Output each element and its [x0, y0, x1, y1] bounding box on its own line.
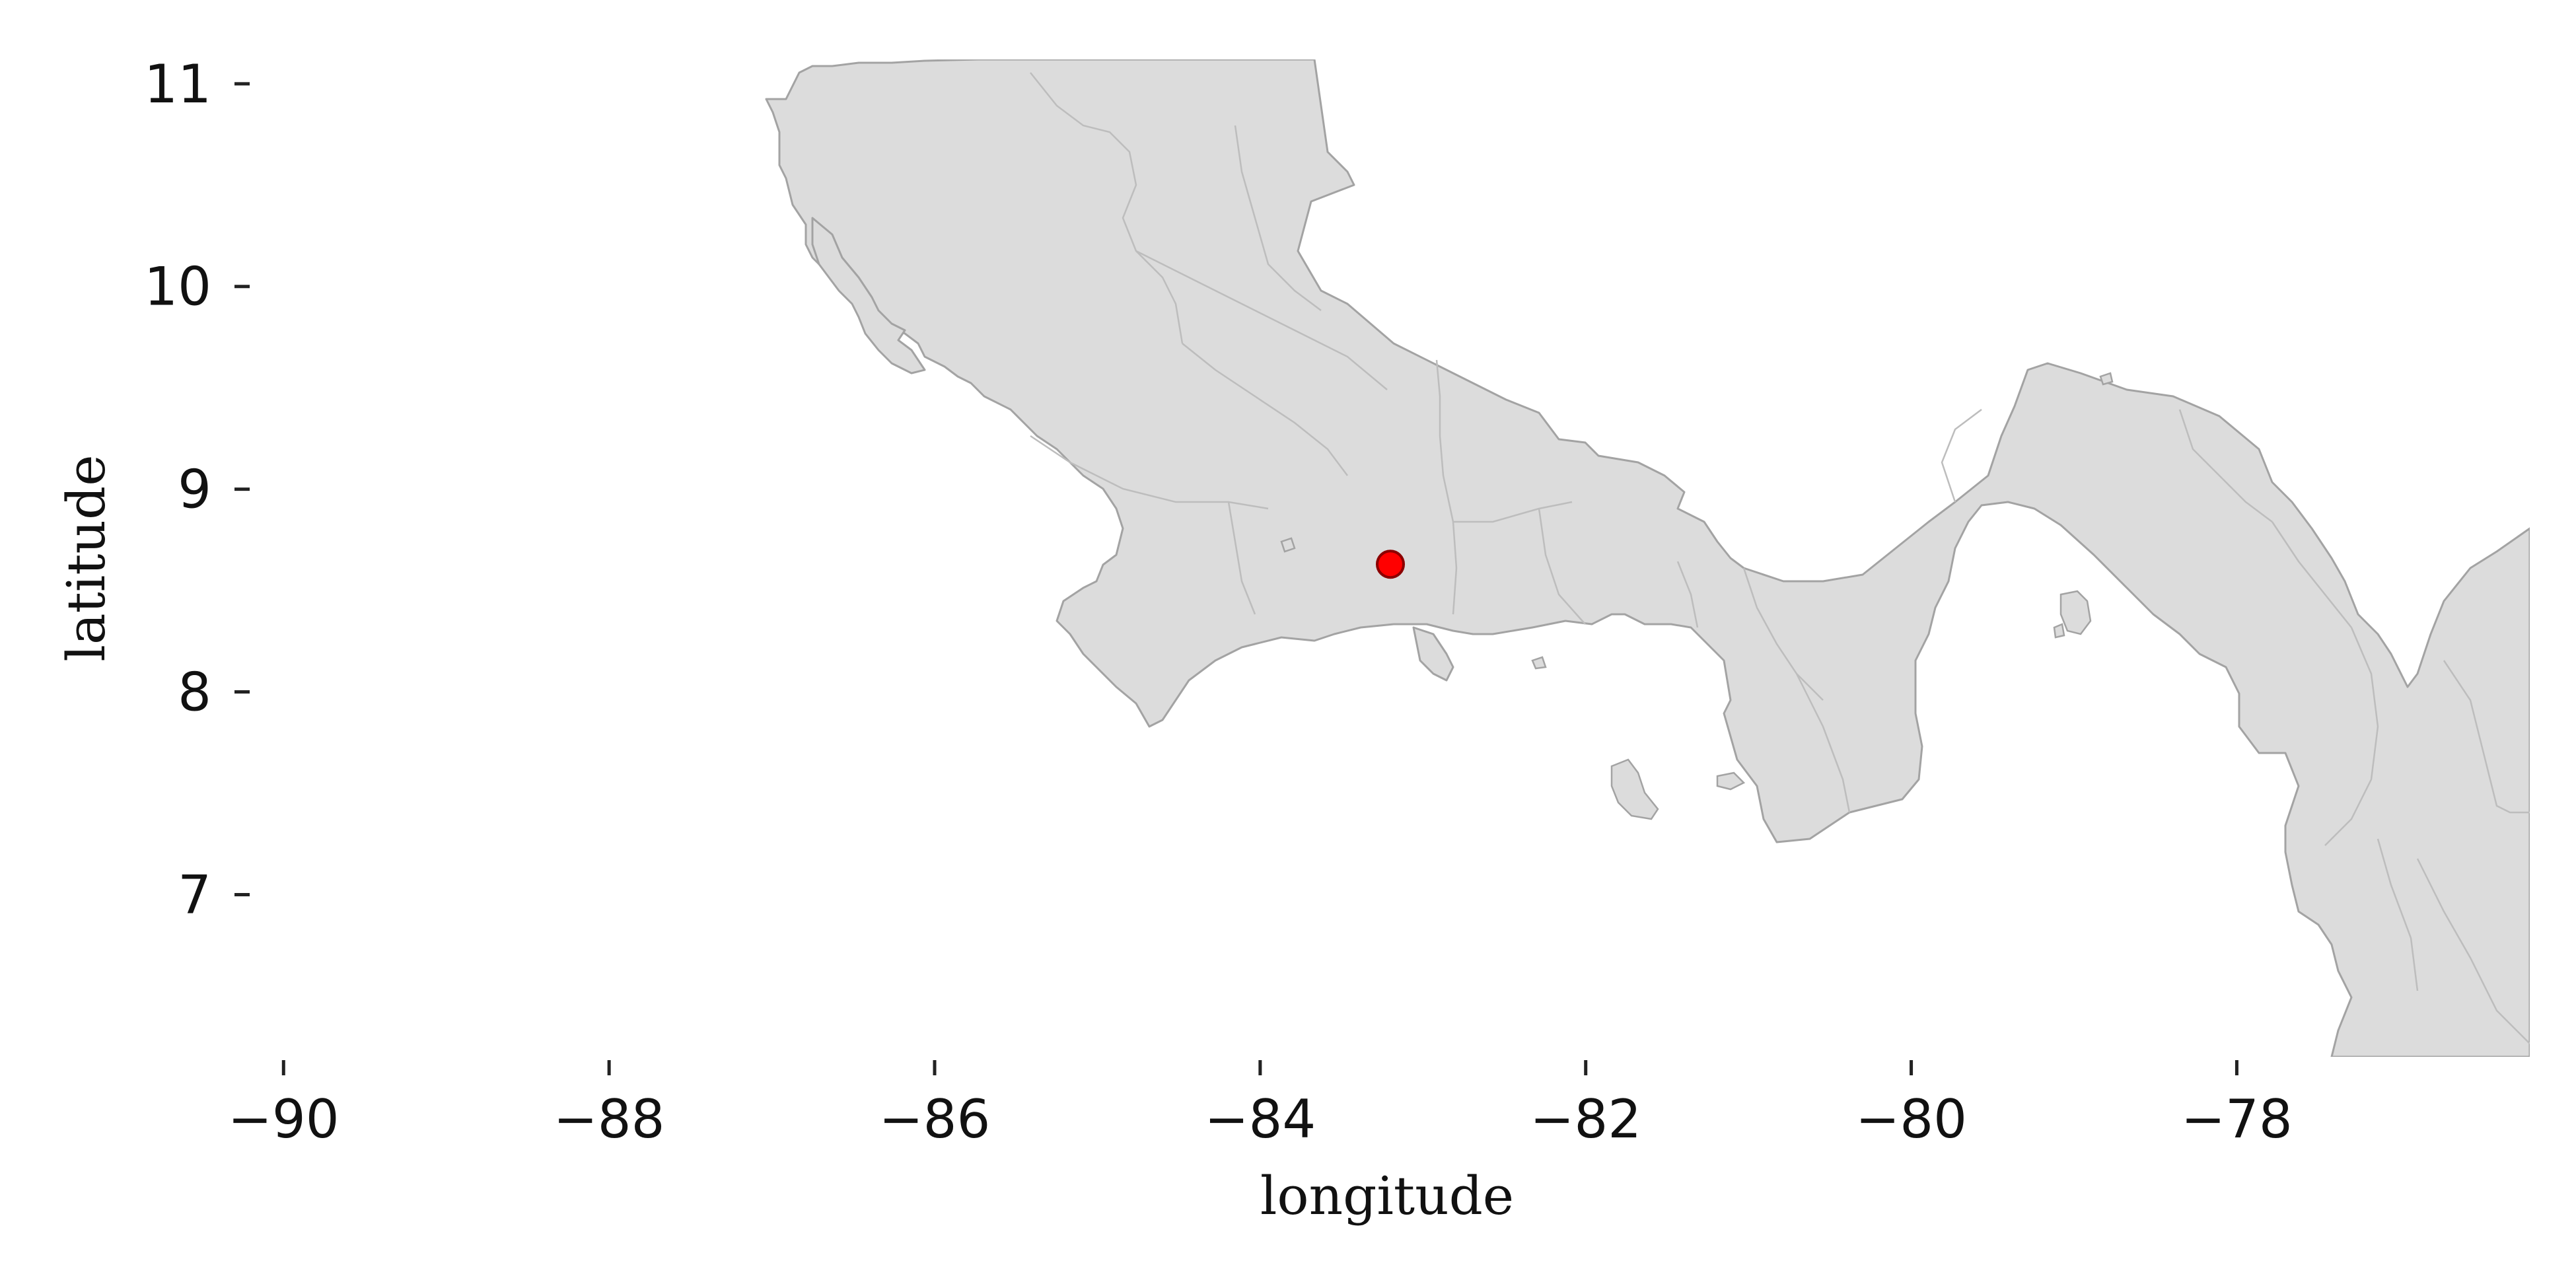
y-axis-title: latitude: [55, 454, 117, 661]
x-tick-label: −86: [879, 1089, 991, 1150]
small-island-3: [1531, 656, 1547, 670]
small-island-2: [1280, 537, 1296, 553]
y-tick-label: 10: [144, 256, 211, 318]
pearl-islands: [2059, 590, 2092, 635]
x-tick-label: −78: [2181, 1089, 2293, 1150]
x-axis-title: longitude: [1260, 1165, 1514, 1227]
nicoya-peninsula: [811, 217, 926, 375]
map-area: [765, 59, 2530, 1057]
x-tick-label: −80: [1855, 1089, 1967, 1150]
small-island-1: [1716, 771, 1746, 791]
x-tick-label: −88: [554, 1089, 665, 1150]
landmass-costa-rica-panama: [765, 59, 2530, 1057]
small-island-4: [2099, 372, 2114, 386]
coiba-island: [1610, 758, 1659, 820]
admin-borders: [1030, 72, 2530, 1044]
location-marker: [1376, 550, 1405, 579]
x-tick-label: −90: [228, 1089, 340, 1150]
x-tick-label: −82: [1530, 1089, 1641, 1150]
y-tick-label: 9: [178, 459, 211, 520]
x-axis: −90 −88 −86 −84 −82 −80 −78: [228, 1060, 2293, 1150]
punta-burica: [1412, 626, 1454, 682]
small-island-5: [2053, 623, 2065, 639]
y-tick-label: 7: [178, 864, 211, 925]
y-axis: 7 8 9 10 11: [144, 54, 250, 925]
x-tick-label: −84: [1204, 1089, 1316, 1150]
y-tick-label: 11: [144, 54, 211, 115]
y-tick-label: 8: [178, 662, 211, 723]
